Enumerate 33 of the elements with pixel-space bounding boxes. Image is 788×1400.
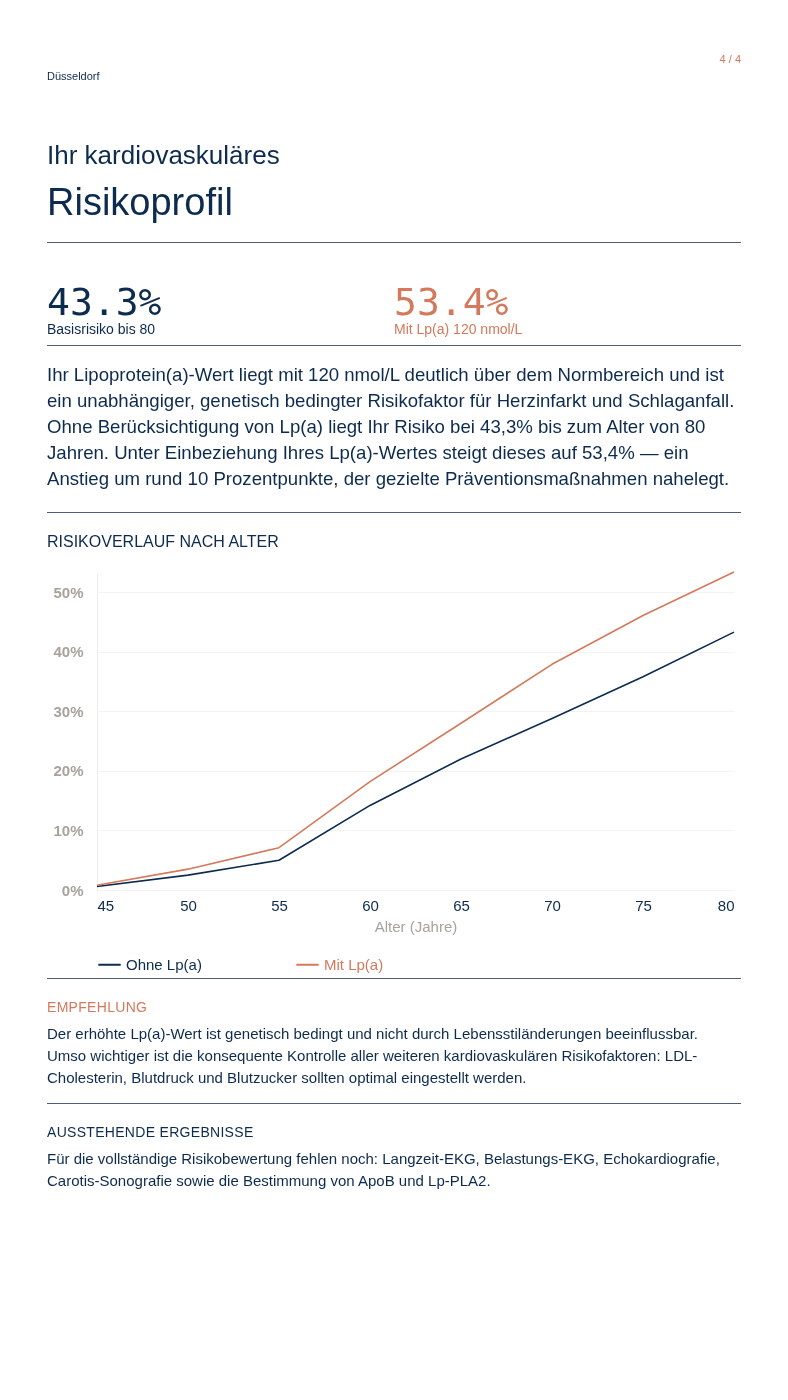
text: 4 / 4 bbox=[719, 53, 741, 65]
chart-title: RISIKOVERLAUF NACH ALTER bbox=[47, 533, 280, 551]
x-tick-label: 75 bbox=[635, 896, 652, 914]
text: EMPFEHLUNG bbox=[47, 999, 149, 1015]
text: Düsseldorf bbox=[47, 70, 100, 82]
x-tick-label: 70 bbox=[544, 896, 561, 914]
x-axis-title: Alter (Jahre) bbox=[374, 917, 458, 935]
legend-label: Ohne Lp(a) bbox=[126, 955, 202, 973]
y-tick-label: 10% bbox=[53, 821, 84, 839]
line-series bbox=[96, 631, 735, 888]
x-tick-label: 60 bbox=[362, 896, 379, 914]
x-tick-label: 45 bbox=[97, 896, 115, 914]
legend-label: Mit Lp(a) bbox=[324, 955, 384, 973]
x-tick-label: 55 bbox=[271, 896, 288, 914]
text: 53.4% bbox=[394, 280, 509, 324]
x-tick-label: 80 bbox=[717, 896, 735, 914]
text: AUSSTEHENDE ERGEBNISSE bbox=[47, 1124, 255, 1140]
x-tick-label: 65 bbox=[453, 896, 470, 914]
text: 43.3% bbox=[47, 280, 163, 324]
x-tick-label: 50 bbox=[180, 896, 197, 914]
text: Mit Lp(a) 120 nmol/L bbox=[394, 321, 524, 337]
text: Basisrisiko bis 80 bbox=[47, 321, 157, 337]
y-tick-label: 40% bbox=[53, 643, 84, 661]
y-tick-label: 30% bbox=[53, 702, 84, 720]
text: Ihr Lipoprotein(a)-Wert liegt mit 120 nmol/L deutlich über dem Normbereich und ist ein unabhängiger, genetisch bedingter Risikofaktor für Herzinfarkt und Schlaganfall. Ohne Berücksichtigung von Lp(a) liegt Ihr Risiko bei 43,3% bis zum Alter von 80 Jahren. Unter Einbeziehung Ihres Lp(a)-Wertes steigt dieses auf 53,4% — ein Anstieg um rund 10 Prozentpunkte, der gezielte Präventionsmaßnahmen nahelegt. bbox=[47, 363, 736, 491]
text: Ihr kardiovaskuläres bbox=[47, 139, 281, 171]
y-tick-label: 20% bbox=[53, 762, 84, 780]
line-series bbox=[96, 571, 735, 887]
text: Der erhöhte Lp(a)-Wert ist genetisch bedingt und nicht durch Lebensstiländerungen beeinflussbar. Umso wichtiger ist die konsequente Kontrolle aller weiteren kardiovaskulären Risikofaktoren: LDL-Cholesterin, Blutdruck und Blutzucker sollten optimal eingestellt werden. bbox=[47, 1024, 699, 1088]
text: Risikoprofil bbox=[47, 181, 234, 224]
text: Für die vollständige Risikobewertung fehlen noch: Langzeit-EKG, Belastungs-EKG, Echokardiografie, Carotis-Sonografie sowie die Bestimmung von ApoB und Lp-PLA2. bbox=[47, 1149, 721, 1191]
y-tick-label: 0% bbox=[61, 881, 84, 899]
y-tick-label: 50% bbox=[53, 583, 84, 601]
